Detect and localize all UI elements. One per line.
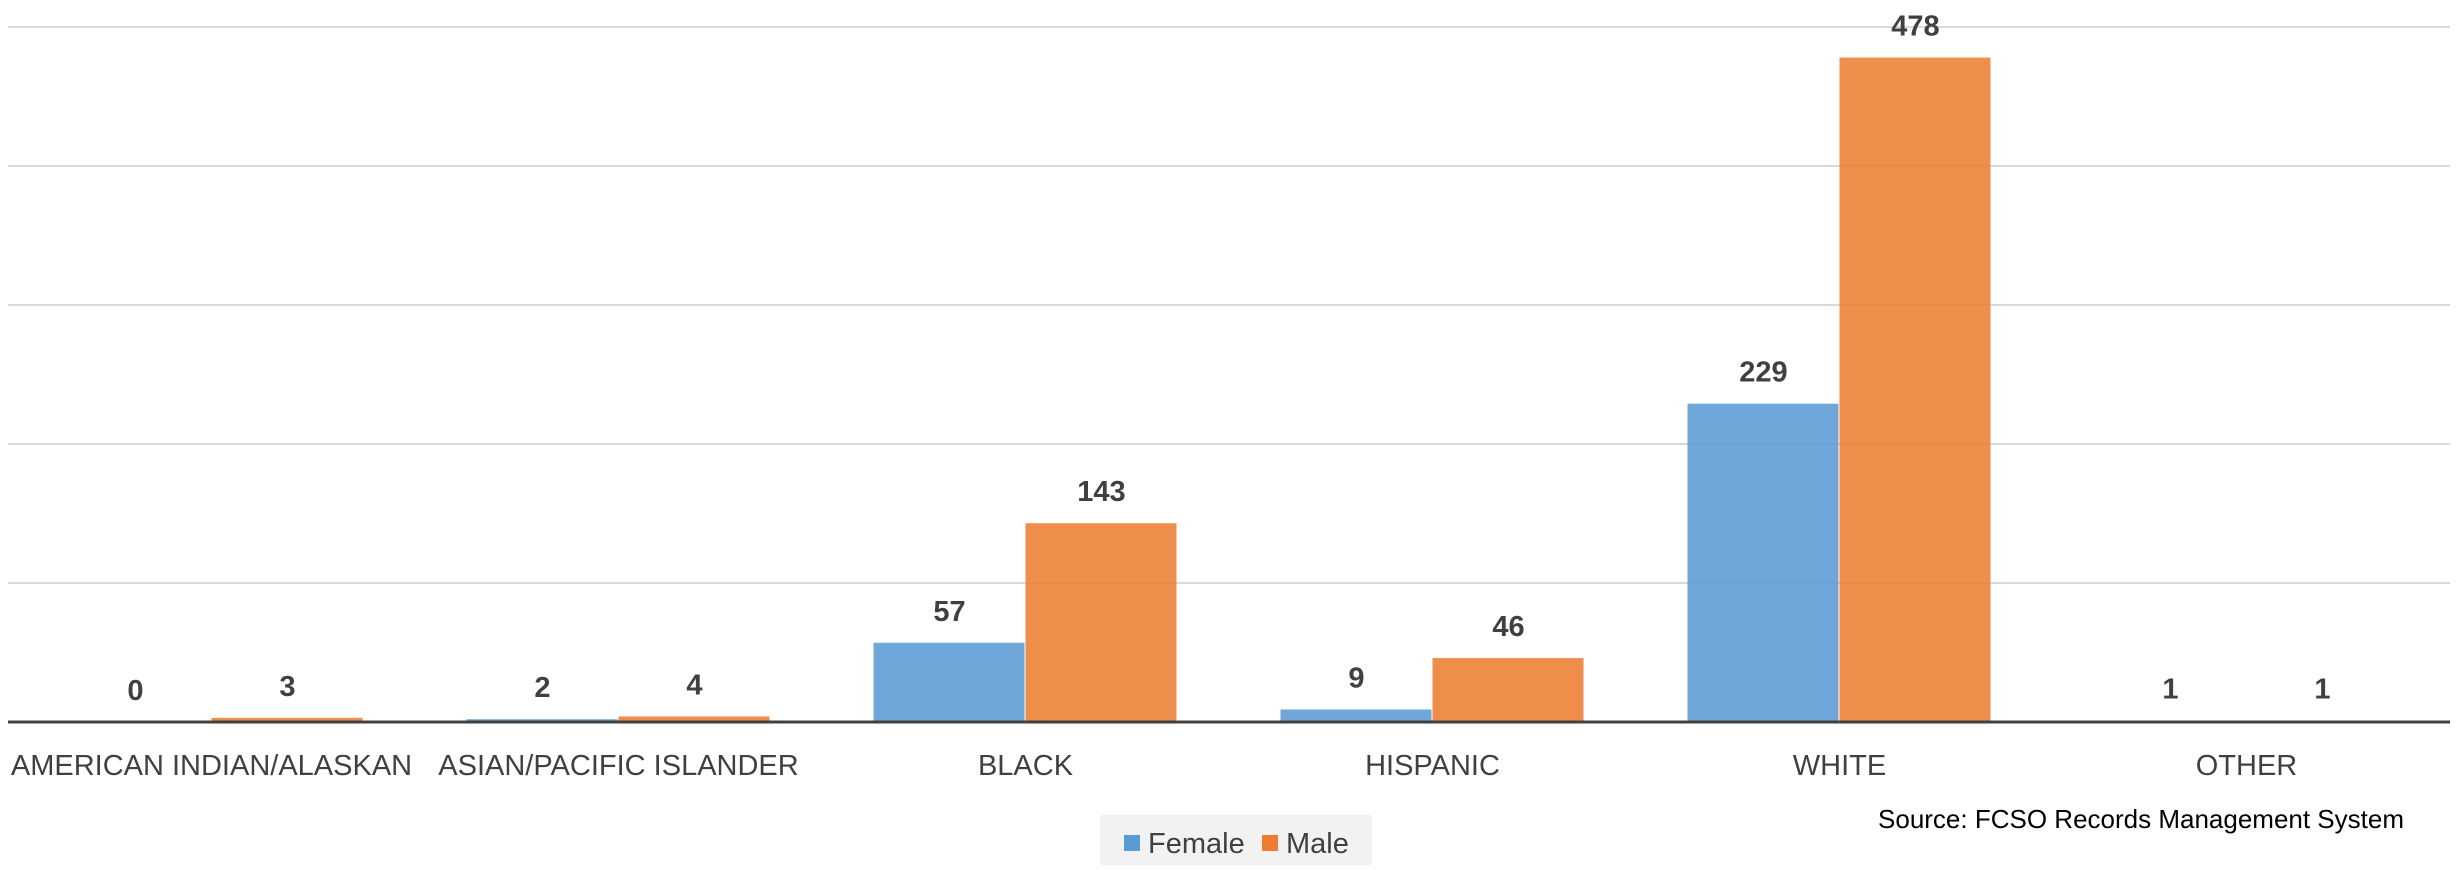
data-label-female: 57 — [933, 596, 965, 628]
data-label-female: 0 — [127, 675, 143, 707]
legend-swatch-male — [1262, 835, 1278, 851]
legend-label-male: Male — [1286, 828, 1349, 860]
data-label-male: 143 — [1077, 476, 1125, 508]
x-tick-label: AMERICAN INDIAN/ALASKAN — [11, 750, 412, 782]
bar-male — [1839, 57, 1991, 722]
source-note: Source: FCSO Records Management System — [1878, 804, 2404, 834]
legend-label-female: Female — [1148, 828, 1245, 860]
data-label-male: 46 — [1492, 611, 1524, 643]
gridlines — [8, 26, 2450, 584]
bar-female — [1687, 403, 1839, 722]
data-label-female: 229 — [1739, 357, 1787, 389]
data-label-male: 3 — [279, 671, 295, 703]
bar-female — [1280, 709, 1432, 722]
data-label-female: 9 — [1348, 662, 1364, 694]
legend-swatch-female — [1124, 835, 1140, 851]
bar-male — [1025, 523, 1177, 722]
data-label-female: 1 — [2162, 674, 2178, 706]
bar-female — [873, 642, 1025, 722]
x-tick-label: ASIAN/PACIFIC ISLANDER — [438, 750, 798, 782]
x-tick-label: BLACK — [978, 750, 1074, 782]
legend-background — [1100, 815, 1372, 865]
bars — [211, 57, 2398, 722]
data-labels: 0 3 2 4 57 143 9 46 229 478 1 1 — [127, 11, 2330, 707]
data-label-male: 1 — [2314, 674, 2330, 706]
data-label-male: 4 — [686, 669, 702, 701]
bar-male — [1432, 658, 1584, 722]
x-axis-tick-labels: AMERICAN INDIAN/ALASKAN ASIAN/PACIFIC ISL… — [11, 750, 2297, 782]
x-tick-label: HISPANIC — [1365, 750, 1500, 782]
legend: Female Male — [1100, 815, 1372, 865]
x-tick-label: WHITE — [1793, 750, 1886, 782]
x-tick-label: OTHER — [2196, 750, 2298, 782]
bar-male — [211, 717, 363, 722]
data-label-male: 478 — [1891, 11, 1939, 43]
bar-male — [618, 716, 770, 722]
data-label-female: 2 — [534, 672, 550, 704]
